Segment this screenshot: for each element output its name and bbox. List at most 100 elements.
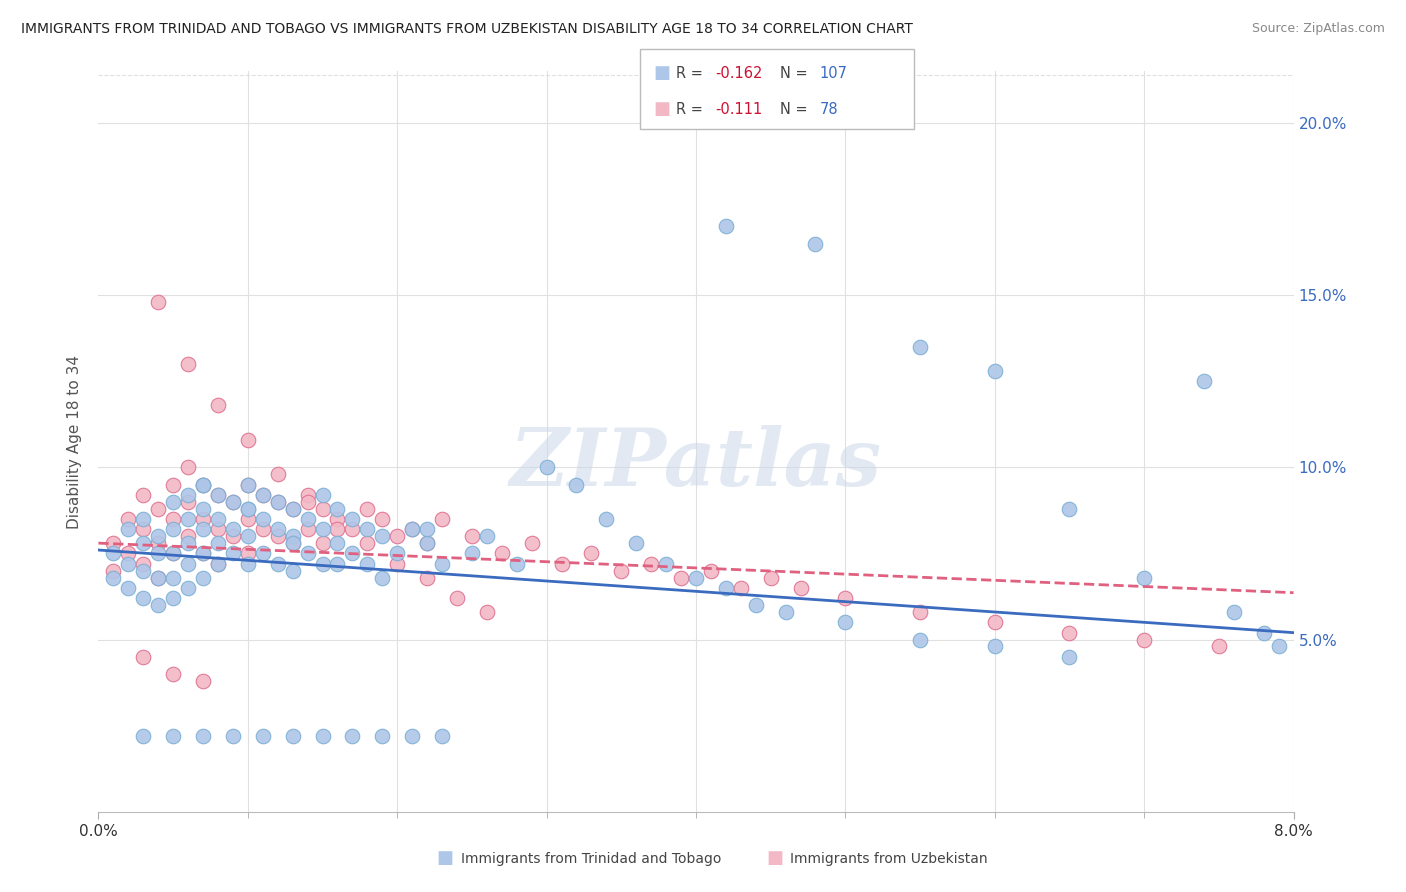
Point bbox=[207, 557, 229, 571]
Point bbox=[162, 667, 184, 681]
Point bbox=[401, 522, 423, 536]
Point bbox=[177, 536, 200, 550]
Point bbox=[236, 501, 259, 516]
Point bbox=[148, 598, 170, 612]
Point bbox=[132, 649, 155, 664]
Point bbox=[103, 546, 125, 560]
Point bbox=[236, 477, 259, 491]
Point bbox=[132, 564, 155, 578]
Point bbox=[103, 536, 125, 550]
Point bbox=[520, 536, 543, 550]
Point bbox=[908, 632, 931, 647]
Point bbox=[236, 546, 259, 560]
Point bbox=[117, 557, 139, 571]
Point bbox=[297, 512, 319, 526]
Point bbox=[730, 581, 752, 595]
Point bbox=[267, 495, 290, 509]
Point bbox=[416, 522, 439, 536]
Point bbox=[326, 501, 349, 516]
Point bbox=[162, 570, 184, 584]
Text: ■: ■ bbox=[436, 849, 453, 867]
Point bbox=[581, 546, 603, 560]
Point bbox=[610, 564, 633, 578]
Point bbox=[191, 477, 214, 491]
Point bbox=[132, 729, 155, 743]
Point bbox=[191, 729, 214, 743]
Point bbox=[281, 529, 304, 543]
Point bbox=[162, 591, 184, 606]
Point bbox=[207, 512, 229, 526]
Point bbox=[342, 729, 364, 743]
Point bbox=[162, 546, 184, 560]
Point bbox=[177, 357, 200, 371]
Point bbox=[252, 522, 274, 536]
Point bbox=[148, 546, 170, 560]
Point bbox=[132, 488, 155, 502]
Point bbox=[1059, 649, 1081, 664]
Point bbox=[236, 557, 259, 571]
Text: 107: 107 bbox=[820, 66, 848, 80]
Text: R =: R = bbox=[676, 102, 703, 117]
Point bbox=[207, 488, 229, 502]
Point bbox=[626, 536, 648, 550]
Point bbox=[385, 529, 409, 543]
Point bbox=[177, 557, 200, 571]
Point bbox=[446, 591, 468, 606]
Point bbox=[267, 557, 290, 571]
Point bbox=[281, 501, 304, 516]
Point bbox=[1059, 501, 1081, 516]
Point bbox=[1192, 374, 1215, 388]
Point bbox=[132, 536, 155, 550]
Point bbox=[1133, 632, 1156, 647]
Point bbox=[207, 522, 229, 536]
Point bbox=[385, 557, 409, 571]
Point bbox=[311, 557, 333, 571]
Point bbox=[252, 729, 274, 743]
Point bbox=[342, 512, 364, 526]
Point bbox=[565, 477, 588, 491]
Text: ZIPatlas: ZIPatlas bbox=[510, 425, 882, 502]
Point bbox=[775, 605, 797, 619]
Point bbox=[789, 581, 811, 595]
Point bbox=[326, 522, 349, 536]
Point bbox=[236, 433, 259, 447]
Point bbox=[177, 529, 200, 543]
Text: N =: N = bbox=[780, 66, 808, 80]
Point bbox=[267, 495, 290, 509]
Point bbox=[148, 570, 170, 584]
Point bbox=[311, 536, 333, 550]
Text: 78: 78 bbox=[820, 102, 838, 117]
Point bbox=[252, 512, 274, 526]
Text: IMMIGRANTS FROM TRINIDAD AND TOBAGO VS IMMIGRANTS FROM UZBEKISTAN DISABILITY AGE: IMMIGRANTS FROM TRINIDAD AND TOBAGO VS I… bbox=[21, 22, 912, 37]
Point bbox=[148, 570, 170, 584]
Text: -0.111: -0.111 bbox=[716, 102, 763, 117]
Point bbox=[148, 529, 170, 543]
Point bbox=[103, 570, 125, 584]
Point bbox=[222, 522, 245, 536]
Point bbox=[177, 495, 200, 509]
Point bbox=[132, 591, 155, 606]
Point bbox=[491, 546, 513, 560]
Point bbox=[908, 605, 931, 619]
Point bbox=[385, 546, 409, 560]
Point bbox=[162, 522, 184, 536]
Point bbox=[669, 570, 692, 584]
Point bbox=[132, 522, 155, 536]
Point bbox=[177, 581, 200, 595]
Point bbox=[162, 729, 184, 743]
Point bbox=[416, 536, 439, 550]
Point bbox=[252, 488, 274, 502]
Point bbox=[536, 460, 558, 475]
Point bbox=[371, 570, 394, 584]
Point bbox=[745, 598, 768, 612]
Point bbox=[267, 529, 290, 543]
Point bbox=[714, 581, 737, 595]
Point bbox=[371, 729, 394, 743]
Point bbox=[326, 557, 349, 571]
Point bbox=[356, 501, 378, 516]
Point bbox=[236, 501, 259, 516]
Point bbox=[177, 460, 200, 475]
Point bbox=[1223, 605, 1246, 619]
Point bbox=[207, 536, 229, 550]
Point bbox=[311, 488, 333, 502]
